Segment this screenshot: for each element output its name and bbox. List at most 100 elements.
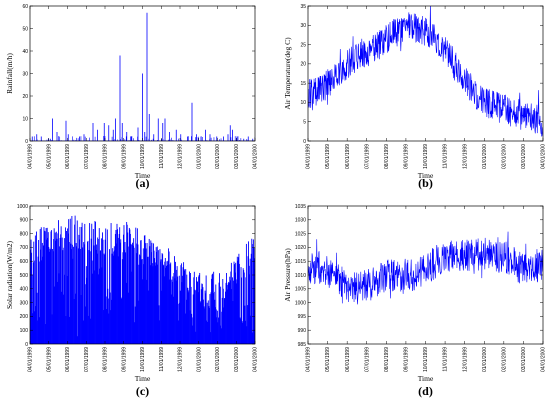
y-tick-label: 1010 [295, 273, 306, 279]
x-tick-label: 02/01/2000 [501, 144, 507, 169]
x-tick-label: 08/01/1999 [384, 144, 390, 169]
x-tick-label: 08/01/1999 [384, 347, 390, 372]
x-tick-label: 10/01/1999 [423, 144, 429, 169]
x-tick-label: 05/01/1999 [325, 347, 331, 372]
y-tick-label: 700 [20, 245, 29, 251]
x-axis-label: Time [135, 374, 151, 383]
y-tick-label: 800 [20, 231, 29, 237]
x-tick-label: 12/01/1999 [462, 144, 468, 169]
y-axis-label: Solar radiation(W/m2) [5, 240, 14, 309]
x-tick-label: 01/01/2000 [482, 144, 488, 169]
panel-caption: (d) [418, 384, 433, 398]
y-tick-label: 20 [300, 62, 306, 68]
x-tick-label: 04/01/2000 [253, 144, 259, 169]
y-axis-label: Air Temperature(deg C) [283, 37, 292, 110]
y-tick-label: 400 [20, 287, 29, 293]
x-tick-label: 12/01/1999 [178, 347, 184, 372]
x-tick-label: 08/01/1999 [103, 347, 109, 372]
panel-caption: (b) [418, 176, 433, 190]
x-tick-label: 06/01/1999 [345, 347, 351, 372]
x-tick-label: 04/01/2000 [541, 144, 547, 169]
x-tick-label: 02/01/2000 [215, 144, 221, 169]
y-tick-label: 100 [20, 328, 29, 334]
x-tick-label: 01/01/2000 [196, 347, 202, 372]
plot-area-a [30, 12, 255, 141]
plot-area-b [308, 6, 543, 137]
y-tick-label: 1000 [295, 300, 306, 306]
x-tick-label: 07/01/1999 [84, 144, 90, 169]
x-axis-label: Time [418, 374, 434, 383]
x-tick-label: 06/01/1999 [65, 347, 71, 372]
panel-caption: (c) [136, 384, 149, 398]
x-tick-label: 09/01/1999 [121, 144, 127, 169]
x-tick-label: 04/01/2000 [253, 347, 259, 372]
y-tick-label: 10 [300, 100, 306, 106]
x-tick-label: 03/01/2000 [521, 144, 527, 169]
x-tick-label: 09/01/1999 [404, 144, 410, 169]
y-tick-label: 200 [20, 314, 29, 320]
chart-panel-d: 985 990 995 1000 1005 1010 1015 1020 1025 1030 103… [283, 204, 547, 398]
panel-caption: (a) [136, 176, 150, 190]
y-axis-label: Air Pressure(hPa) [283, 248, 292, 302]
y-tick-label: 5 [303, 120, 306, 126]
x-tick-label: 12/01/1999 [462, 347, 468, 372]
series-line-b [308, 6, 543, 137]
y-tick-label: 1020 [295, 245, 306, 251]
y-tick-label: 35 [300, 4, 306, 10]
y-tick-label: 30 [300, 23, 306, 29]
x-tick-label: 12/01/1999 [178, 144, 184, 169]
y-tick-label: 15 [300, 81, 306, 87]
y-tick-label: 990 [298, 328, 307, 334]
y-tick-label: 1005 [295, 287, 306, 293]
y-tick-label: 0 [303, 139, 306, 145]
y-tick-label: 1025 [295, 231, 306, 237]
y-tick-label: 30 [22, 71, 28, 77]
y-tick-label: 1000 [17, 204, 28, 210]
x-tick-label: 06/01/1999 [345, 144, 351, 169]
x-tick-label: 11/01/1999 [443, 347, 449, 372]
y-tick-label: 1035 [295, 204, 306, 210]
x-tick-label: 09/01/1999 [121, 347, 127, 372]
y-tick-label: 0 [25, 139, 28, 145]
y-axis-label: Rainfall(m/h) [5, 53, 14, 94]
x-tick-label: 10/01/1999 [140, 144, 146, 169]
x-tick-label: 04/01/2000 [541, 347, 547, 372]
x-tick-label: 02/01/2000 [215, 347, 221, 372]
x-tick-label: 05/01/1999 [46, 347, 52, 372]
plot-area-d [308, 231, 543, 305]
y-tick-label: 25 [300, 42, 306, 48]
x-tick-label: 02/01/2000 [501, 347, 507, 372]
x-tick-label: 04/01/1999 [28, 144, 34, 169]
x-tick-label: 07/01/1999 [84, 347, 90, 372]
y-tick-label: 300 [20, 300, 29, 306]
y-tick-label: 995 [298, 314, 307, 320]
y-tick-label: 40 [22, 49, 28, 55]
x-tick-label: 11/01/1999 [159, 144, 165, 169]
x-tick-label: 10/01/1999 [423, 347, 429, 372]
y-tick-label: 500 [20, 273, 29, 279]
x-tick-label: 04/01/1999 [306, 144, 312, 169]
x-tick-label: 05/01/1999 [46, 144, 52, 169]
chart-panel-a: 0 10 20 30 40 50 60 04/01/1999 05/01/1999 06/01/1… [5, 4, 259, 190]
x-tick-label: 01/01/2000 [482, 347, 488, 372]
y-tick-label: 10 [22, 116, 28, 122]
x-tick-label: 11/01/1999 [159, 347, 165, 372]
x-tick-label: 11/01/1999 [443, 144, 449, 169]
x-tick-label: 03/01/2000 [521, 347, 527, 372]
x-tick-label: 01/01/2000 [196, 144, 202, 169]
y-tick-label: 60 [22, 4, 28, 10]
y-tick-label: 20 [22, 94, 28, 100]
series-line-d [308, 231, 543, 305]
x-tick-label: 08/01/1999 [103, 144, 109, 169]
x-axis-label: Time [135, 171, 151, 180]
y-tick-label: 600 [20, 259, 29, 265]
x-tick-label: 09/01/1999 [404, 347, 410, 372]
x-tick-label: 04/01/1999 [28, 347, 34, 372]
y-tick-label: 1015 [295, 259, 306, 265]
x-tick-label: 10/01/1999 [140, 347, 146, 372]
y-tick-label: 900 [20, 218, 29, 224]
y-tick-label: 985 [298, 342, 307, 348]
x-tick-label: 03/01/2000 [234, 347, 240, 372]
y-tick-label: 0 [25, 342, 28, 348]
